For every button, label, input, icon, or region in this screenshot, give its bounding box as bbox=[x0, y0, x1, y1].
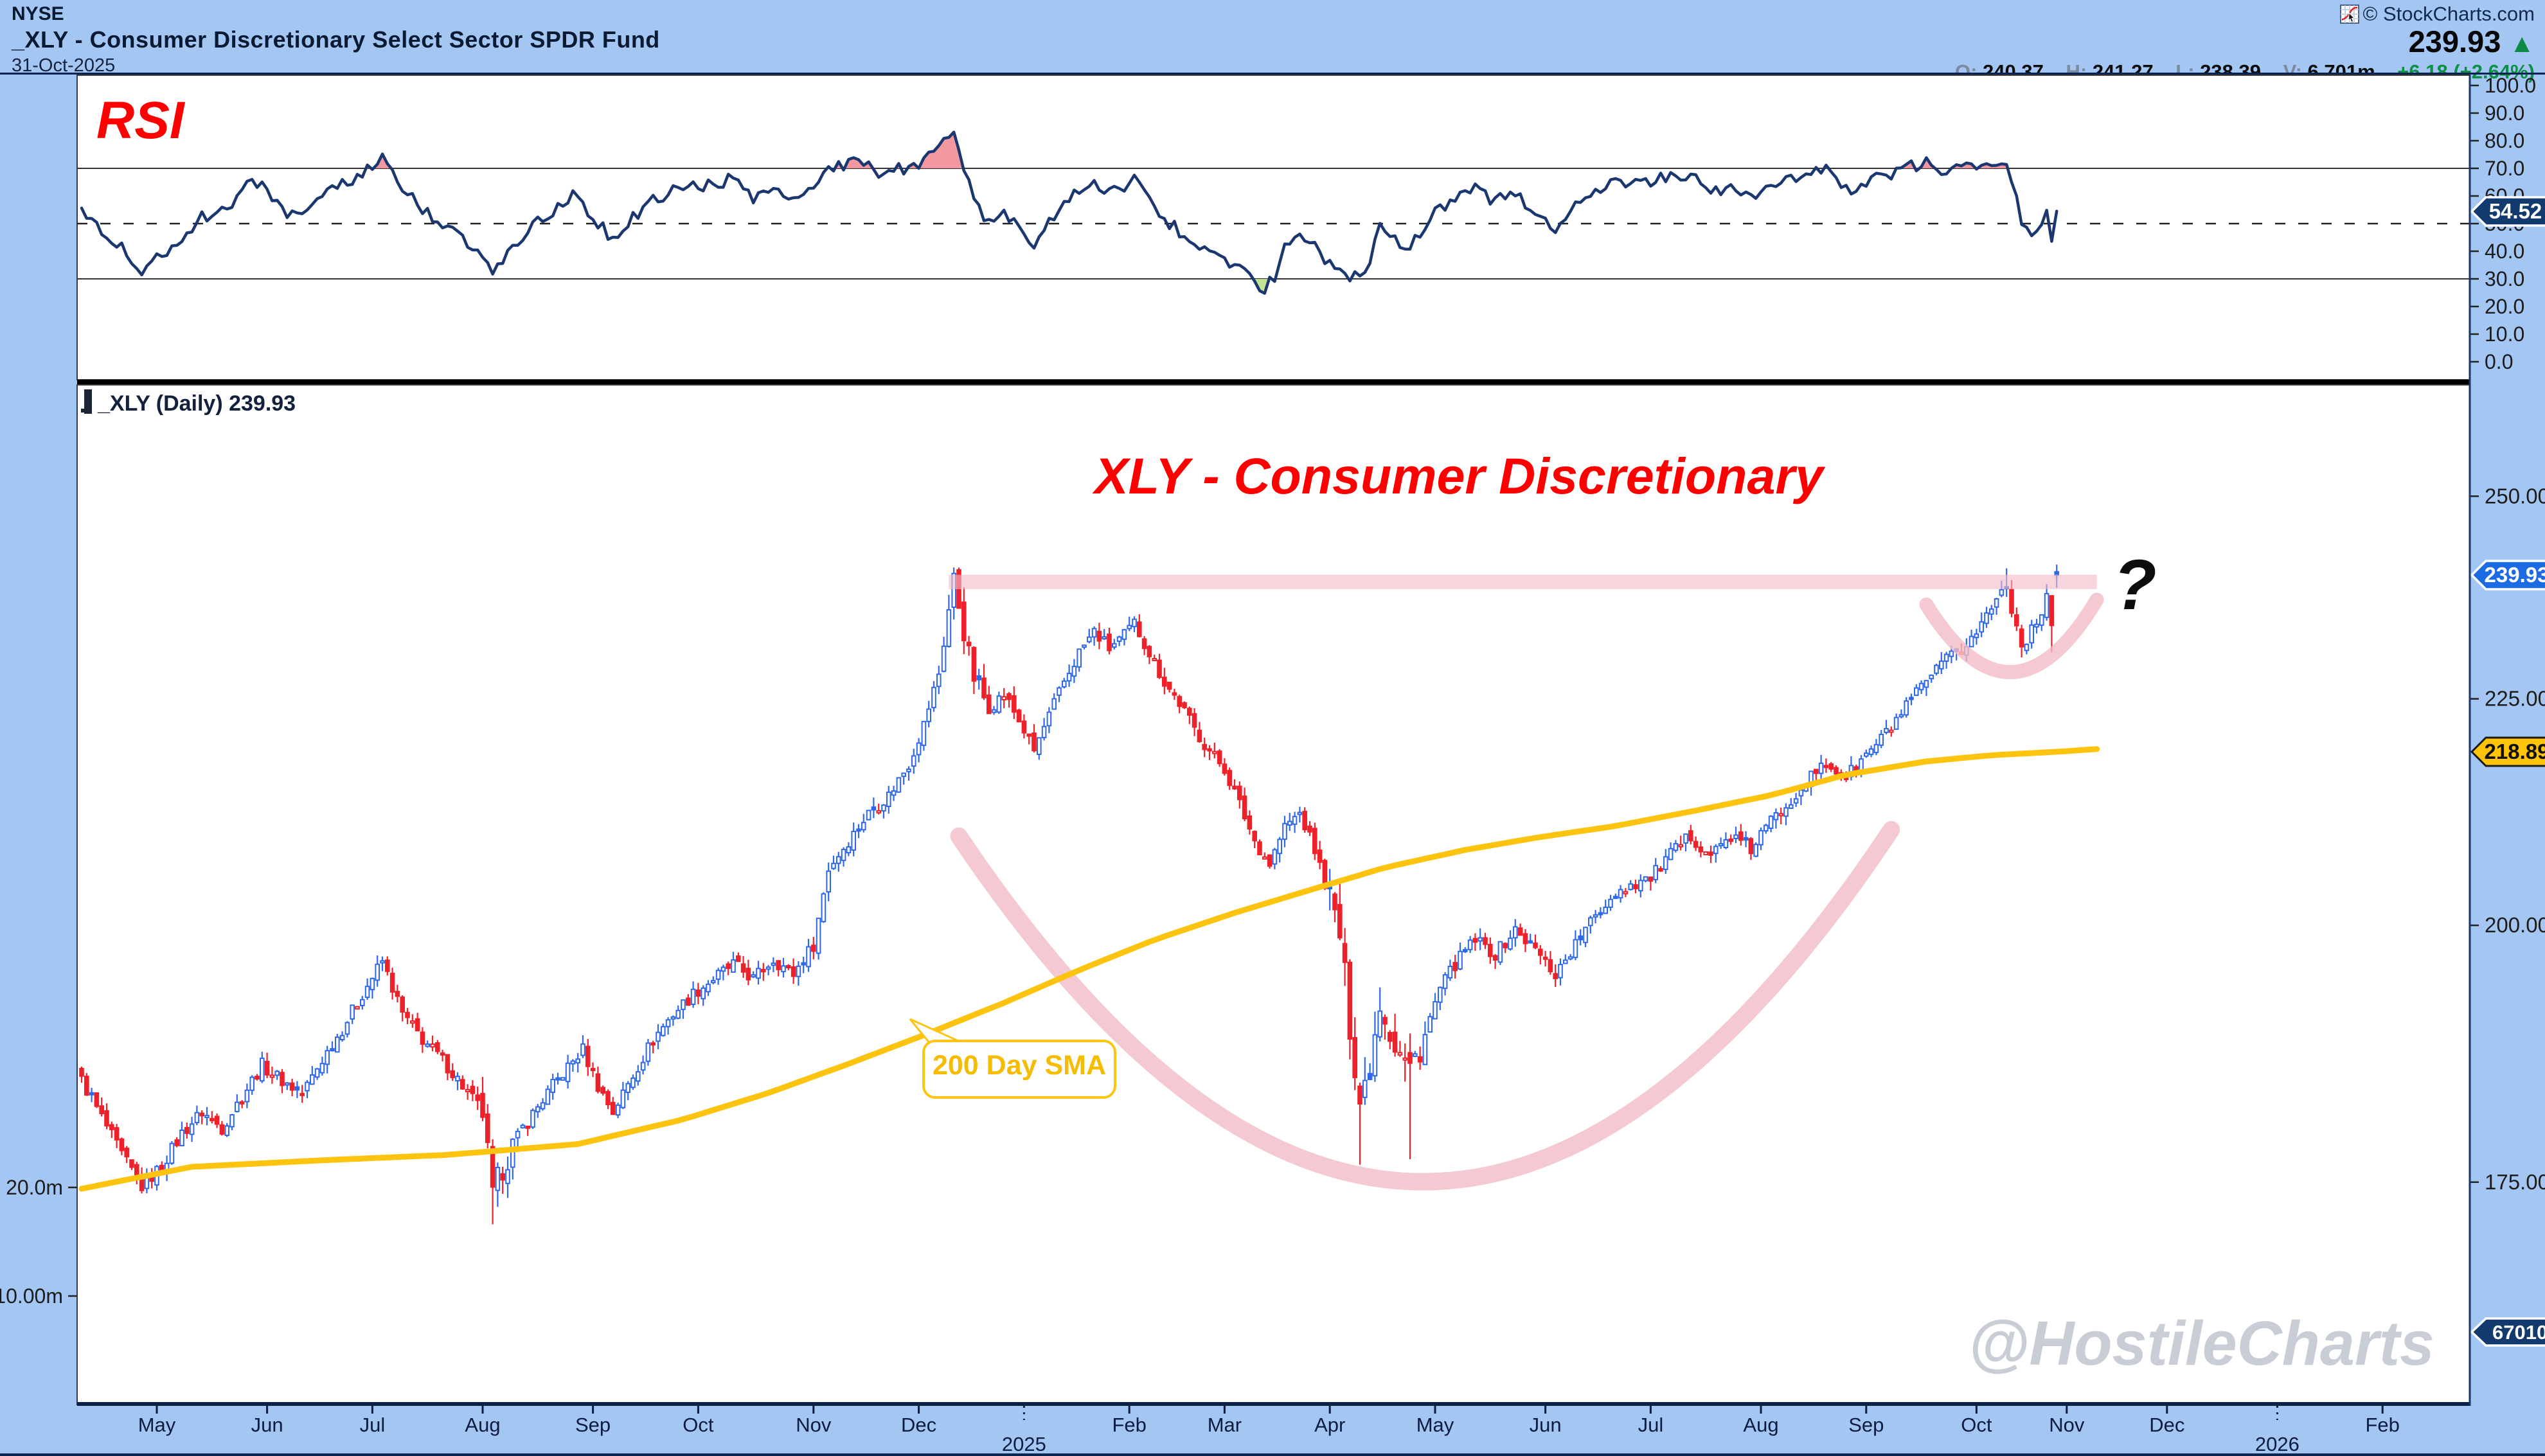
chart-date: 31-Oct-2025 bbox=[12, 55, 116, 76]
volume-tick-label: 20.0m bbox=[6, 1176, 63, 1199]
rsi-tick-label: 80.0 bbox=[2485, 129, 2524, 152]
price-badge-text: 239.93 bbox=[2485, 563, 2545, 587]
page-bottom-border bbox=[0, 1453, 2545, 1456]
last-price-value: 239.93 bbox=[2408, 24, 2501, 58]
sma-badge-text: 218.89 bbox=[2485, 740, 2545, 763]
rsi-tick-label: 70.0 bbox=[2485, 157, 2524, 180]
header-divider bbox=[0, 73, 2545, 75]
legend-text: _XLY (Daily) 239.93 bbox=[97, 391, 296, 416]
panel-separator bbox=[77, 380, 2470, 385]
question-mark-annotation: ? bbox=[2113, 546, 2156, 625]
month-tick-label: Sep bbox=[1848, 1414, 1884, 1436]
volume-tick-label: 10.00m bbox=[0, 1284, 63, 1308]
candlesticks bbox=[79, 564, 2059, 1225]
price-axis-labels: 250.00 225.00 200.00 175.00 20.0m 10.00m bbox=[0, 484, 2545, 1308]
pink-annotations bbox=[949, 574, 2104, 1191]
sma-callout-box bbox=[922, 1040, 1116, 1099]
legend-icon-tick bbox=[81, 409, 84, 413]
rsi-tick-label: 100.0 bbox=[2485, 74, 2536, 97]
month-tick-label: Oct bbox=[683, 1414, 714, 1436]
copyright-line: © StockCharts.com bbox=[1955, 3, 2535, 26]
month-tick-label: May bbox=[1416, 1414, 1454, 1436]
legend: _XLY (Daily) 239.93 bbox=[81, 389, 296, 416]
month-tick-label: Jun bbox=[1530, 1414, 1562, 1436]
rsi-panel: 100.090.080.070.060.050.040.030.020.010.… bbox=[76, 74, 2545, 385]
month-tick-label: Nov bbox=[2049, 1414, 2085, 1436]
header-left: NYSE _XLY - Consumer Discretionary Selec… bbox=[12, 3, 660, 77]
month-tick-label: Apr bbox=[1314, 1414, 1345, 1436]
month-tick-label: Dec bbox=[2149, 1414, 2184, 1436]
symbol-title: _XLY - Consumer Discretionary Select Sec… bbox=[12, 26, 660, 53]
sma-callout: 200 Day SMA bbox=[909, 1018, 1116, 1099]
rsi-tick-label: 30.0 bbox=[2485, 267, 2524, 290]
up-triangle-icon: ▲ bbox=[2509, 30, 2535, 58]
sma-callout-text: 200 Day SMA bbox=[933, 1050, 1106, 1081]
price-plot-area bbox=[76, 384, 2470, 1405]
month-tick-label: Mar bbox=[1208, 1414, 1242, 1436]
rsi-tick-label: 20.0 bbox=[2485, 295, 2524, 318]
volume-badge: 6701062.00 bbox=[2470, 1317, 2545, 1347]
main-title: XLY - Consumer Discretionary bbox=[1092, 447, 1826, 504]
sma-200-line bbox=[78, 746, 2100, 1192]
rsi-tick-label: 0.0 bbox=[2485, 350, 2513, 373]
price-tick-label: 225.00 bbox=[2485, 687, 2545, 711]
sma-badge: 218.89 bbox=[2470, 736, 2545, 767]
month-tick-label: Feb bbox=[1112, 1414, 1146, 1436]
price-tick-label: 250.00 bbox=[2485, 484, 2545, 508]
rsi-tick-label: 10.0 bbox=[2485, 323, 2524, 346]
date-axis: May Jun Jul Aug Sep Oct Nov Dec 2025 Feb Mar Apr May… bbox=[138, 1406, 2400, 1455]
rsi-line bbox=[80, 130, 2058, 295]
year-tick-label: 2026 bbox=[2255, 1433, 2299, 1455]
candlestick-legend-icon bbox=[84, 389, 92, 414]
rsi-tick-label: 90.0 bbox=[2485, 102, 2524, 125]
month-tick-label: Jun bbox=[251, 1414, 283, 1436]
month-tick-label: Oct bbox=[1961, 1414, 1992, 1436]
year-tick-label: 2025 bbox=[1002, 1433, 1046, 1455]
month-tick-label: Jul bbox=[360, 1414, 386, 1436]
watermark: @HostileCharts bbox=[1969, 1308, 2434, 1378]
month-tick-label: Jul bbox=[1638, 1414, 1664, 1436]
rsi-title: RSI bbox=[96, 91, 186, 150]
month-tick-label: Nov bbox=[796, 1414, 832, 1436]
rsi-value-badge: 54.52 bbox=[2470, 196, 2545, 227]
month-tick-label: Feb bbox=[2365, 1414, 2399, 1436]
price-tick-label: 200.00 bbox=[2485, 913, 2545, 937]
rsi-tick-label: 40.0 bbox=[2485, 240, 2524, 263]
last-price: 239.93 ▲ bbox=[1955, 26, 2535, 60]
price-badge: 239.93 bbox=[2470, 560, 2545, 590]
chart-grid-icon bbox=[2339, 4, 2359, 24]
month-tick-label: Dec bbox=[901, 1414, 936, 1436]
price-tick-label: 175.00 bbox=[2485, 1170, 2545, 1194]
month-tick-label: Aug bbox=[1743, 1414, 1778, 1436]
rsi-badge-text: 54.52 bbox=[2489, 199, 2542, 223]
month-tick-label: Sep bbox=[575, 1414, 611, 1436]
month-tick-label: May bbox=[138, 1414, 176, 1436]
exchange-label: NYSE bbox=[12, 3, 64, 24]
month-tick-label: Aug bbox=[465, 1414, 500, 1436]
copyright-text: © StockCharts.com bbox=[2362, 3, 2535, 25]
rsi-plot-area bbox=[76, 75, 2470, 380]
bottom-border bbox=[77, 1402, 2470, 1406]
price-panel: @HostileCharts 250.00225.00200.00175.002… bbox=[0, 75, 2545, 1455]
resistance-zone bbox=[949, 574, 2097, 589]
volume-badge-text: 6701062.00 bbox=[2492, 1321, 2545, 1344]
